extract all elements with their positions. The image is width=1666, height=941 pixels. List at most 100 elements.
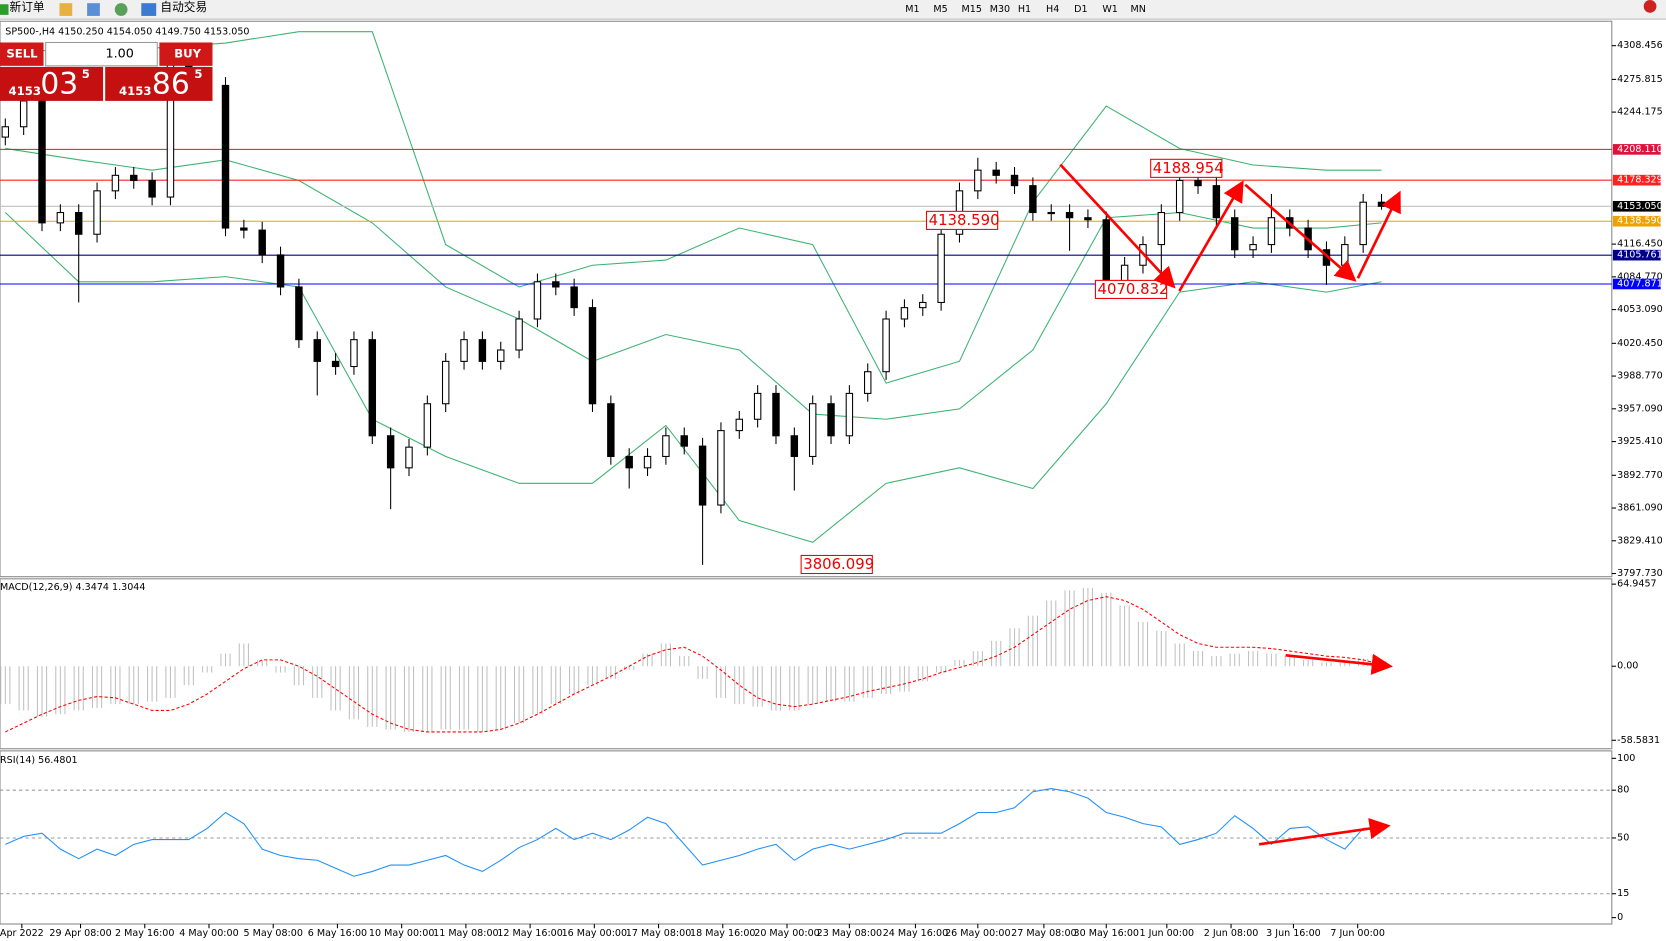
candle-body (662, 435, 670, 457)
new-order[interactable]: 新订单 (10, 0, 45, 14)
level-tag (1612, 144, 1661, 155)
bid-digits[interactable]: 03 (40, 66, 78, 101)
candle-body (295, 286, 303, 341)
x-tick-label: 4 May 00:00 (179, 928, 238, 939)
tool-icon[interactable] (114, 3, 128, 16)
timeframe[interactable]: M30 (990, 4, 1010, 15)
bid-box[interactable] (0, 66, 104, 101)
tool-icon[interactable] (59, 3, 73, 16)
level-tag (1612, 215, 1661, 227)
timeframe[interactable]: M1 (905, 4, 919, 15)
y-tick-label: 3861.090 (1617, 503, 1663, 514)
alert-icon[interactable] (1643, 0, 1657, 13)
x-tick-label: 5 May 08:00 (244, 928, 303, 939)
y-tick-label: 0 (1617, 912, 1623, 923)
x-tick-label: 12 May 16:00 (497, 928, 562, 939)
candle-body (772, 392, 780, 437)
rsi-line (5, 788, 1382, 877)
candle-body (386, 435, 395, 469)
timeframe[interactable]: H1 (1018, 4, 1031, 15)
y-tick-label: 80 (1617, 785, 1629, 796)
chart-title: SP500-,H4 4150.250 4154.050 4149.750 415… (5, 26, 249, 37)
candle-body (1175, 179, 1184, 214)
toolbar (0, 0, 1666, 20)
candle-body (992, 169, 1000, 176)
timeframe[interactable]: M15 (962, 4, 982, 15)
main-pane (0, 20, 1613, 578)
sell-button[interactable] (0, 42, 44, 66)
candle-body (937, 233, 945, 303)
x-tick-label: 16 May 00:00 (562, 928, 627, 939)
bid-prefix[interactable]: 4153 (9, 84, 42, 98)
y-tick-label: 3829.410 (1617, 535, 1663, 546)
buy-label[interactable]: BUY (174, 47, 201, 61)
x-tick-label: 10 May 00:00 (369, 928, 434, 939)
x-tick-label: 11 May 08:00 (433, 928, 498, 939)
x-tick-label: 2 May 16:00 (115, 928, 174, 939)
candle-body (717, 430, 725, 506)
candle-body (56, 212, 65, 224)
ask-prefix[interactable]: 4153 (119, 84, 152, 98)
candle-body (221, 84, 230, 229)
ask-point[interactable]: 5 (194, 67, 202, 81)
price-annotation-box (800, 554, 873, 575)
level-label: 4153.050 (1617, 201, 1663, 212)
bollinger-middle (5, 147, 1382, 420)
timeframe[interactable]: D1 (1074, 4, 1087, 15)
rsi-title: RSI(14) 56.4801 (0, 755, 78, 766)
level-label: 4138.590 (1617, 216, 1663, 227)
x-tick-label: 23 May 08:00 (817, 928, 882, 939)
ask-digits[interactable]: 86 (152, 66, 190, 101)
candle-body (845, 392, 854, 437)
candle-body (478, 339, 487, 362)
lots-input[interactable] (45, 41, 158, 67)
candle-body (1341, 244, 1349, 266)
bid-point[interactable]: 5 (82, 67, 90, 81)
y-tick-label: -58.5831 (1617, 735, 1660, 746)
x-tick-label: 18 May 16:00 (690, 928, 755, 939)
x-tick-label: 27 May 08:00 (1011, 928, 1076, 939)
candle-body (258, 229, 266, 256)
candle-body (607, 403, 615, 457)
level-label: 4077.871 (1617, 278, 1663, 289)
candle-body (405, 446, 413, 469)
candle-body (1249, 244, 1257, 251)
candle-body (1, 126, 10, 138)
price-annotation: 4070.832 (1098, 280, 1169, 298)
level-tag (1612, 249, 1661, 261)
candle-body (790, 435, 799, 457)
price-annotation-box (1150, 158, 1223, 178)
candle-body (313, 339, 321, 362)
new-order-icon[interactable] (0, 4, 9, 15)
candle-body (74, 212, 83, 235)
level-label: 4208.110 (1617, 144, 1663, 155)
candle-body (331, 360, 340, 368)
y-tick-label: 4244.175 (1617, 107, 1663, 118)
y-tick-label: 64.9457 (1617, 579, 1656, 590)
macd-title: MACD(12,26,9) 4.3474 1.3044 (0, 582, 145, 593)
timeframe[interactable]: W1 (1102, 4, 1118, 15)
auto-trading[interactable]: 自动交易 (160, 0, 207, 14)
tool-icon[interactable] (87, 3, 100, 16)
x-tick-label: 2 Jun 08:00 (1204, 928, 1259, 939)
price-annotation: 4188.954 (1153, 159, 1224, 177)
timeframe[interactable]: M5 (933, 4, 947, 15)
candle-body (111, 174, 120, 192)
candle-body (423, 403, 432, 448)
timeframe[interactable]: H4 (1046, 4, 1059, 15)
auto-trading-icon[interactable] (141, 3, 157, 16)
candle-body (1010, 174, 1019, 187)
y-tick-label: 4116.450 (1617, 239, 1663, 250)
timeframe[interactable]: MN (1131, 4, 1146, 15)
lots[interactable]: 1.00 (106, 47, 134, 62)
sell-label[interactable]: SELL (6, 47, 38, 61)
ask-box[interactable] (105, 66, 213, 101)
x-tick-label: 24 May 16:00 (883, 928, 948, 939)
trade-panel: SELL 1.00 BUY 4153 03 5 4153 86 5 (0, 41, 213, 101)
candle-body (1231, 217, 1239, 251)
candle-body (680, 435, 688, 447)
candle-body (1102, 219, 1110, 283)
candle-body (441, 360, 450, 405)
buy-button[interactable] (159, 42, 213, 66)
